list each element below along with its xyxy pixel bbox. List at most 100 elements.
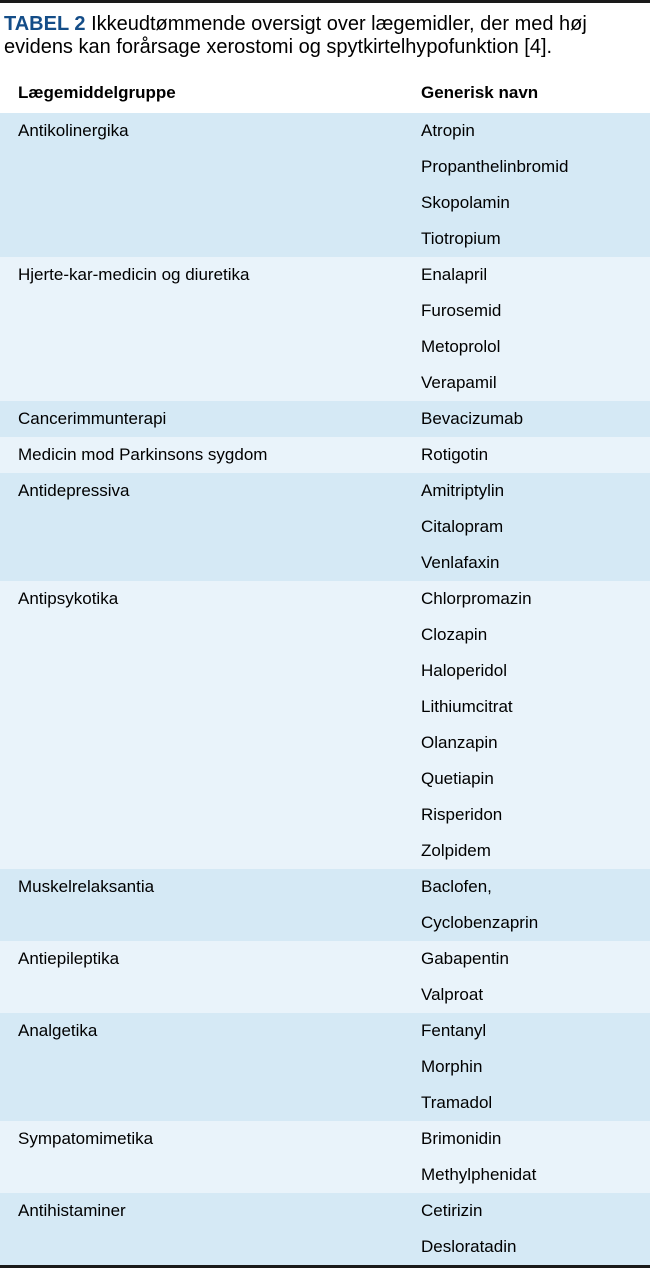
table-row: Lithiumcitrat [0, 689, 650, 725]
table-row: Risperidon [0, 797, 650, 833]
group-cell [0, 509, 403, 545]
group-cell [0, 833, 403, 869]
drug-cell: Gabapentin [403, 941, 650, 977]
drug-cell: Propanthelinbromid [403, 149, 650, 185]
group-cell [0, 617, 403, 653]
group-cell [0, 1085, 403, 1121]
table-row: Cyclobenzaprin [0, 905, 650, 941]
group-cell [0, 977, 403, 1013]
table-body: AntikolinergikaAtropinPropanthelinbromid… [0, 113, 650, 1265]
drug-cell: Haloperidol [403, 653, 650, 689]
table-row: Haloperidol [0, 653, 650, 689]
group-cell [0, 653, 403, 689]
table-row: Clozapin [0, 617, 650, 653]
table-row: Medicin mod Parkinsons sygdomRotigotin [0, 437, 650, 473]
drug-cell: Cyclobenzaprin [403, 905, 650, 941]
drug-cell: Bevacizumab [403, 401, 650, 437]
drug-cell: Amitriptylin [403, 473, 650, 509]
table-row: Verapamil [0, 365, 650, 401]
group-cell: Hjerte-kar-medicin og diuretika [0, 257, 403, 293]
group-cell [0, 329, 403, 365]
drug-cell: Lithiumcitrat [403, 689, 650, 725]
group-cell: Analgetika [0, 1013, 403, 1049]
group-cell: Antidepressiva [0, 473, 403, 509]
table-row: Morphin [0, 1049, 650, 1085]
table-row: Valproat [0, 977, 650, 1013]
group-cell [0, 365, 403, 401]
group-cell [0, 725, 403, 761]
group-cell [0, 545, 403, 581]
table-row: Quetiapin [0, 761, 650, 797]
drug-cell: Olanzapin [403, 725, 650, 761]
drug-cell: Verapamil [403, 365, 650, 401]
group-cell: Antikolinergika [0, 113, 403, 149]
drug-cell: Tiotropium [403, 221, 650, 257]
group-cell: Antiepileptika [0, 941, 403, 977]
column-header-group: Lægemiddelgruppe [0, 73, 403, 113]
table-row: SympatomimetikaBrimonidin [0, 1121, 650, 1157]
drug-cell: Skopolamin [403, 185, 650, 221]
table-caption: TABEL 2 Ikkeudtømmende oversigt over læg… [0, 3, 650, 73]
table-row: AntihistaminerCetirizin [0, 1193, 650, 1229]
group-cell [0, 149, 403, 185]
group-cell [0, 905, 403, 941]
table-row: Hjerte-kar-medicin og diuretikaEnalapril [0, 257, 650, 293]
group-cell: Muskelrelaksantia [0, 869, 403, 905]
drug-cell: Baclofen, [403, 869, 650, 905]
caption-text: Ikkeudtømmende oversigt over lægemidler,… [4, 13, 587, 58]
drug-cell: Chlorpromazin [403, 581, 650, 617]
group-cell: Sympatomimetika [0, 1121, 403, 1157]
column-header-drug: Generisk navn [403, 73, 650, 113]
group-cell [0, 797, 403, 833]
medication-table: Lægemiddelgruppe Generisk navn Antikolin… [0, 73, 650, 1265]
drug-cell: Citalopram [403, 509, 650, 545]
drug-cell: Morphin [403, 1049, 650, 1085]
drug-cell: Venlafaxin [403, 545, 650, 581]
group-cell [0, 1157, 403, 1193]
group-cell: Antipsykotika [0, 581, 403, 617]
caption-label: TABEL 2 [4, 13, 86, 35]
table-row: AnalgetikaFentanyl [0, 1013, 650, 1049]
table-row: AntiepileptikaGabapentin [0, 941, 650, 977]
table-head: Lægemiddelgruppe Generisk navn [0, 73, 650, 113]
drug-cell: Risperidon [403, 797, 650, 833]
group-cell [0, 1049, 403, 1085]
drug-cell: Cetirizin [403, 1193, 650, 1229]
drug-cell: Clozapin [403, 617, 650, 653]
group-cell [0, 1229, 403, 1265]
table-container: TABEL 2 Ikkeudtømmende oversigt over læg… [0, 0, 650, 1268]
drug-cell: Enalapril [403, 257, 650, 293]
drug-cell: Tramadol [403, 1085, 650, 1121]
table-row: Furosemid [0, 293, 650, 329]
table-row: Citalopram [0, 509, 650, 545]
group-cell [0, 185, 403, 221]
table-row: Venlafaxin [0, 545, 650, 581]
table-row: Olanzapin [0, 725, 650, 761]
group-cell [0, 761, 403, 797]
table-row: Desloratadin [0, 1229, 650, 1265]
group-cell [0, 689, 403, 725]
table-row: AntidepressivaAmitriptylin [0, 473, 650, 509]
drug-cell: Methylphenidat [403, 1157, 650, 1193]
table-row: Skopolamin [0, 185, 650, 221]
drug-cell: Valproat [403, 977, 650, 1013]
drug-cell: Fentanyl [403, 1013, 650, 1049]
drug-cell: Metoprolol [403, 329, 650, 365]
drug-cell: Furosemid [403, 293, 650, 329]
table-row: Propanthelinbromid [0, 149, 650, 185]
drug-cell: Zolpidem [403, 833, 650, 869]
table-row: MuskelrelaksantiaBaclofen, [0, 869, 650, 905]
group-cell [0, 293, 403, 329]
drug-cell: Desloratadin [403, 1229, 650, 1265]
drug-cell: Atropin [403, 113, 650, 149]
table-row: CancerimmunterapiBevacizumab [0, 401, 650, 437]
group-cell [0, 221, 403, 257]
table-row: Methylphenidat [0, 1157, 650, 1193]
group-cell: Cancerimmunterapi [0, 401, 403, 437]
drug-cell: Brimonidin [403, 1121, 650, 1157]
group-cell: Medicin mod Parkinsons sygdom [0, 437, 403, 473]
table-row: Metoprolol [0, 329, 650, 365]
group-cell: Antihistaminer [0, 1193, 403, 1229]
table-row: Tiotropium [0, 221, 650, 257]
table-row: AntikolinergikaAtropin [0, 113, 650, 149]
